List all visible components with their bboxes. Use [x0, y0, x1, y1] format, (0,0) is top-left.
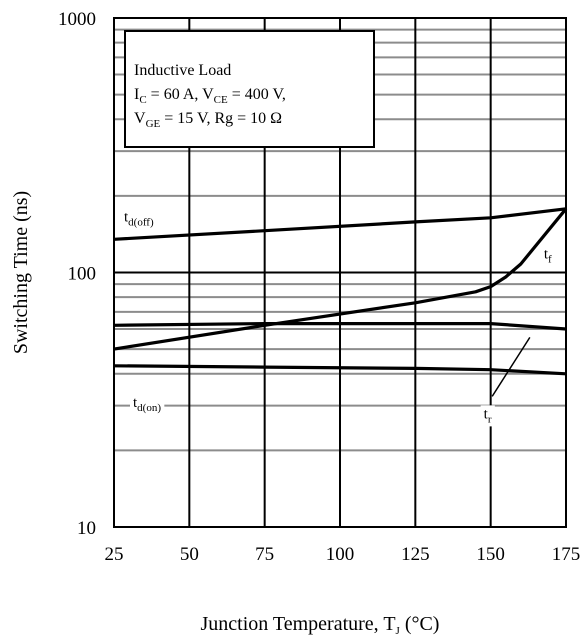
series-layer — [113, 207, 568, 376]
conditions-box-frame — [124, 30, 375, 148]
series-label-t-d(off): td(off) — [124, 209, 154, 228]
x-tick-label: 75 — [255, 544, 274, 565]
series-line-t-d(on) — [113, 364, 567, 376]
condition-line: VGE = 15 V, Rg = 10 Ω — [134, 110, 282, 130]
test-conditions-box: Inductive Load IC = 60 A, VCE = 400 V, VGE… — [124, 30, 375, 148]
series-line-t-d(off) — [113, 207, 567, 241]
y-tick-label: 10 — [77, 518, 96, 539]
x-tick-label: 100 — [326, 544, 355, 565]
curve-labels: td(off) tf tr td(on) — [121, 208, 556, 427]
label-background — [121, 208, 157, 230]
x-tick-label: 175 — [552, 544, 581, 565]
series-label-t-f: tf — [544, 247, 552, 266]
tr-leader-line — [491, 336, 531, 397]
x-tick-label: 150 — [476, 544, 505, 565]
y-tick-label: 100 — [68, 264, 97, 285]
series-line-t-f — [113, 207, 568, 351]
series-label-t-r: tr — [484, 406, 492, 425]
series-line-t-r — [113, 322, 567, 331]
tick-labels: 25 50 75 100 125 150 175 10 100 1000 — [58, 9, 580, 565]
x-tick-label: 50 — [180, 544, 199, 565]
label-background — [480, 405, 495, 427]
label-background — [540, 245, 556, 267]
y-tick-label: 1000 — [58, 9, 96, 30]
x-tick-label: 25 — [105, 544, 124, 565]
y-axis-label: Switching Time (ns) — [10, 191, 32, 354]
condition-line: Inductive Load — [134, 62, 231, 79]
series-label-t-d(on): td(on) — [133, 395, 161, 414]
x-tick-label: 125 — [401, 544, 430, 565]
label-background — [130, 393, 165, 415]
plot-frame — [113, 17, 567, 528]
condition-line: IC = 60 A, VCE = 400 V, — [134, 86, 286, 106]
x-axis-label: Junction Temperature, TJ (°C) — [201, 613, 440, 637]
